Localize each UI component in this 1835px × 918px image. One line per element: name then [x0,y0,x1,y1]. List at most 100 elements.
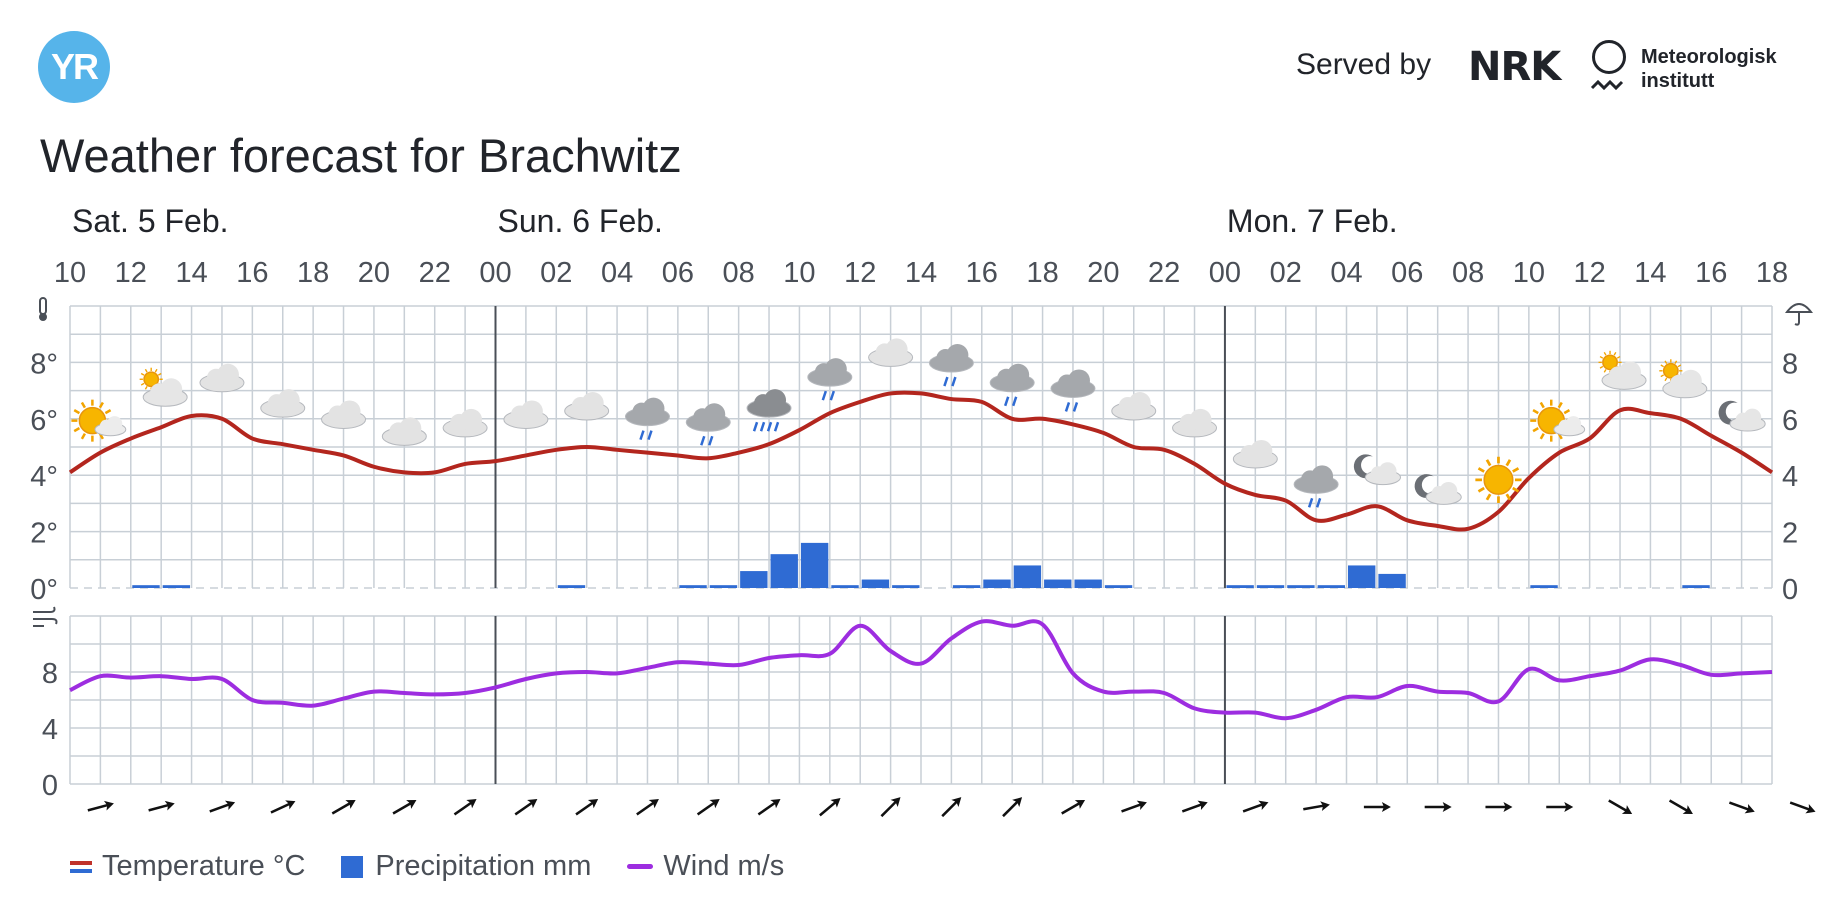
hour-tick-label: 08 [1452,257,1484,289]
sun-icon [1475,456,1522,503]
wind-direction-arrow-shaft [941,799,959,818]
wind-direction-arrow-icon [1728,801,1755,814]
wind-direction-arrow-head [1136,800,1147,810]
cloud-puff [642,397,665,420]
rain-heavy-icon [746,389,792,432]
wind-direction-arrow-icon [453,798,477,816]
sun-cloud-icon [1530,399,1586,442]
sun-disc [143,371,160,388]
wind-direction-arrow-head [1805,804,1816,814]
rain-drop [773,421,780,432]
wind-swatch [627,864,654,869]
rain-drop [951,376,957,387]
sun-ray [1512,467,1520,473]
wind-direction-arrow-head [1503,802,1513,812]
wind-direction-arrow-shaft [1608,799,1629,813]
wind-direction-arrow-icon [1789,801,1816,814]
sun-ray [73,409,81,415]
cloud-puff [160,378,183,401]
sun-ray [1532,409,1539,415]
rain-drop [1307,497,1314,508]
hour-tick-label: 20 [1087,257,1119,289]
cloud-puff [1378,462,1397,480]
hour-tick-label: 02 [540,257,572,289]
cloud-icon [868,338,914,367]
sun-ray [1539,401,1545,409]
precipitation-bar [1530,585,1558,588]
sun-ray [1485,459,1492,467]
wind-direction-arrow-icon [941,797,962,818]
precipitation-bar [952,585,981,588]
wind-direction-arrow-shaft [1242,802,1265,813]
wind-direction-arrow-icon [270,800,296,814]
met-logo[interactable]: Meteorologisk institutt [1641,45,1777,93]
precipitation-bar [1104,585,1133,588]
hour-tick-label: 18 [1756,257,1788,289]
sun-ray [1477,467,1485,473]
cloud-icon [321,400,367,429]
rain-light-icon [1050,369,1096,412]
precipitation-bar [983,579,1011,588]
rain-light-icon [807,358,853,401]
cloud-icon [503,400,549,429]
cloud-puff [1007,363,1030,386]
precipitation-bar [861,579,890,588]
hour-tick-label: 22 [1148,257,1180,289]
wind-direction-arrow-icon [1546,802,1574,812]
wind-direction-arrow-icon [1608,799,1633,814]
rain-light-icon [624,397,670,441]
wind-direction-arrow-shaft [148,803,171,812]
wind-direction-arrow-shaft [1789,801,1812,812]
rain-drop [1003,396,1010,407]
precipitation-bar [679,585,707,588]
cloud-puff [1128,392,1151,414]
wind-direction-arrow-shaft [1061,801,1082,815]
hour-tick-label: 04 [1330,257,1362,289]
yr-logo[interactable]: YR [38,31,110,103]
cloud-puff [885,338,908,361]
precipitation-bar [1013,565,1042,588]
wind-direction-arrow-head [587,798,599,809]
sun-ray [1674,360,1678,364]
temp-axis-label: 0° [30,574,58,606]
precipitation-bar [831,585,859,588]
hour-tick-label: 10 [783,257,815,289]
cloud-icon [381,417,427,446]
hour-tick-label: 12 [1574,257,1606,289]
sun-ray [1599,365,1604,369]
wind-direction-arrow-head [1258,800,1269,810]
sun-ray [1613,351,1617,356]
precipitation-bar [740,571,768,588]
wind-direction-arrow-shaft [696,800,717,816]
wind-direction-arrow-icon [1181,800,1208,813]
legend-temperature: Temperature °C [70,850,305,883]
wind-direction-arrow-icon [575,798,599,816]
precipitation-bar [1317,585,1345,588]
sun-ray [1603,351,1607,356]
sun-ray [1664,377,1668,382]
nrk-logo[interactable]: NRK [1468,44,1561,90]
moon-cloud-icon [1414,474,1462,505]
precipitation-bar [1044,579,1072,588]
day-label: Sat. 5 Feb. [72,203,229,239]
cloud-icon [564,392,610,421]
sun-ray [104,409,112,415]
hour-tick-label: 14 [905,257,937,289]
wind-direction-arrow-icon [1002,797,1023,818]
hour-tick-label: 10 [1513,257,1545,289]
met-logo-wave-icon [1590,79,1624,91]
precipitation-bar [892,585,920,588]
met-logo-line1: Meteorologisk [1641,46,1777,68]
hour-tick-label: 06 [1391,257,1423,289]
wind-direction-arrow-shaft [209,802,231,813]
met-logo-line2: institutt [1641,70,1715,92]
rain-drop [647,430,653,441]
wind-direction-arrow-icon [1061,800,1086,815]
rain-drop [639,430,645,441]
rain-drop [829,390,836,401]
wind-direction-arrow-shaft [453,800,474,816]
sun-disc [1662,362,1679,379]
cloud-puff [824,358,847,381]
temp-axis-label: 8° [30,348,58,380]
cloud-puff [520,400,543,423]
